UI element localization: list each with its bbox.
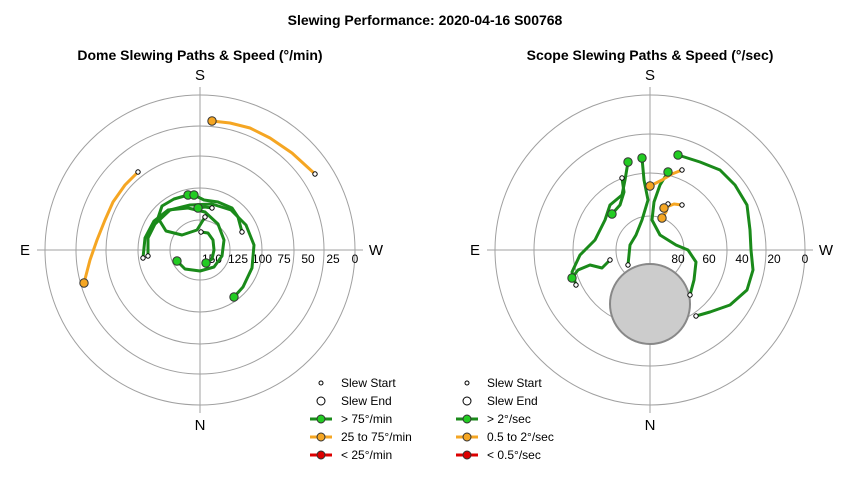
- scope-slew-paths: [567, 150, 755, 345]
- dome-legend-label-end: Slew End: [341, 394, 392, 408]
- dome-slew-path-3: [156, 193, 207, 237]
- dome-legend-label-slow: < 25°/min: [341, 448, 392, 462]
- dome-legend-label-medium: 25 to 75°/min: [341, 430, 412, 444]
- dome-legend-start-symbol: [318, 380, 324, 386]
- scope-legend-label-slow: < 0.5°/sec: [487, 448, 541, 462]
- scope-slew-path-6: [648, 168, 684, 188]
- scope-slew-end-0: [673, 150, 683, 160]
- dome-slew-end-6: [201, 258, 211, 268]
- scope-slew-end-medium-2: [657, 213, 667, 223]
- dome-slew-start-2: [140, 255, 146, 261]
- scope-legend-end-symbol: [462, 396, 472, 406]
- dome-compass-n: N: [195, 417, 206, 434]
- dome-slew-path-5: [146, 202, 256, 299]
- dome-slew-start-4: [239, 229, 245, 235]
- dome-slew-end-2: [172, 256, 182, 266]
- scope-slew-start-7: [679, 202, 685, 208]
- scope-tick-label-40: 40: [735, 252, 749, 266]
- dome-tick-label-0: 0: [352, 252, 359, 266]
- scope-compass-s: S: [645, 67, 655, 84]
- scope-slew-start-2: [687, 292, 693, 298]
- scope-slew-end-4: [607, 209, 617, 219]
- scope-legend-label-medium: 0.5 to 2°/sec: [487, 430, 554, 444]
- scope-tick-label-80: 80: [671, 252, 685, 266]
- dome-legend-end-symbol: [316, 396, 326, 406]
- dome-slew-end-7: [193, 203, 203, 213]
- dome-slew-end-0: [207, 116, 217, 126]
- scope-slew-path-3: [626, 156, 650, 267]
- dome-tick-label-50: 50: [301, 252, 315, 266]
- scope-legend-label-end: Slew End: [487, 394, 538, 408]
- scope-slew-path-2: [650, 170, 698, 297]
- dome-legend-medium-marker: [316, 432, 326, 442]
- scope-legend: Slew Start Slew End > 2°/sec 0.5 to 2°/sec <…: [456, 376, 554, 462]
- dome-slew-end-5: [229, 292, 239, 302]
- dome-radial-tick-labels: 150 125 100 75 50 25 0: [202, 252, 359, 266]
- dome-slew-end-1: [79, 278, 89, 288]
- scope-compass-w: W: [819, 242, 834, 259]
- dome-slew-paths: [79, 116, 318, 302]
- dome-tick-label-25: 25: [326, 252, 340, 266]
- dome-legend-slow-marker: [316, 450, 326, 460]
- dome-slew-path-6: [199, 230, 216, 265]
- scope-tick-label-60: 60: [702, 252, 716, 266]
- scope-slew-start-1: [573, 282, 579, 288]
- dome-tick-label-75: 75: [277, 252, 291, 266]
- scope-legend-slow-marker: [462, 450, 472, 460]
- scope-slew-end-medium-1: [659, 203, 669, 213]
- dome-slew-start-7: [209, 205, 215, 211]
- dome-tick-label-100: 100: [252, 252, 272, 266]
- figure-title: Slewing Performance: 2020-04-16 S00768: [288, 12, 563, 28]
- scope-legend-medium-marker: [462, 432, 472, 442]
- scope-compass-e: E: [470, 242, 480, 259]
- scope-legend-label-fast: > 2°/sec: [487, 412, 531, 426]
- dome-legend: Slew Start Slew End > 75°/min 25 to 75°/min…: [310, 376, 412, 462]
- scope-tick-label-0: 0: [802, 252, 809, 266]
- scope-slew-path-0: [676, 153, 755, 318]
- dome-compass-w: W: [369, 242, 384, 259]
- scope-slew-start-4: [619, 175, 625, 181]
- scope-slew-path-5: [570, 258, 612, 280]
- dome-legend-label-fast: > 75°/min: [341, 412, 392, 426]
- dome-compass-e: E: [20, 242, 30, 259]
- dome-slew-start-1: [135, 169, 141, 175]
- scope-slew-end-2: [663, 167, 673, 177]
- scope-slew-start-6: [679, 167, 685, 173]
- dome-tick-label-125: 125: [228, 252, 248, 266]
- scope-radial-tick-labels: 80 60 40 20 0: [671, 252, 808, 266]
- scope-slew-start-0: [693, 313, 699, 319]
- dome-slew-start-3: [202, 214, 208, 220]
- dome-slew-path-2: [141, 206, 226, 273]
- dome-slew-path-0: [210, 119, 317, 176]
- scope-polar-chart: Scope Slewing Paths & Speed (°/sec) S N …: [456, 47, 834, 462]
- scope-tick-label-20: 20: [767, 252, 781, 266]
- scope-polar-grid: [487, 87, 813, 413]
- scope-legend-label-start: Slew Start: [487, 376, 542, 390]
- dome-polar-grid: [37, 87, 363, 413]
- scope-slew-start-3: [625, 262, 631, 268]
- scope-legend-start-symbol: [464, 380, 470, 386]
- dome-slew-path-1: [82, 170, 140, 285]
- scope-obscured-region: [609, 263, 691, 345]
- scope-slew-start-5: [607, 257, 613, 263]
- dome-slew-start-6: [198, 229, 204, 235]
- dome-legend-fast-marker: [316, 414, 326, 424]
- scope-slew-path-4: [610, 176, 626, 216]
- dome-chart-title: Dome Slewing Paths & Speed (°/min): [77, 47, 322, 63]
- scope-slew-end-1: [623, 157, 633, 167]
- scope-compass-n: N: [645, 417, 656, 434]
- dome-legend-label-start: Slew Start: [341, 376, 396, 390]
- dome-slew-start-5: [145, 253, 151, 259]
- dome-slew-end-4: [189, 190, 199, 200]
- scope-legend-fast-marker: [462, 414, 472, 424]
- dome-slew-start-0: [312, 171, 318, 177]
- dome-polar-chart: Dome Slewing Paths & Speed (°/min) S N E…: [20, 47, 412, 462]
- dome-compass-s: S: [195, 67, 205, 84]
- scope-slew-end-3: [637, 153, 647, 163]
- scope-chart-title: Scope Slewing Paths & Speed (°/sec): [527, 47, 774, 63]
- scope-slew-end-5: [567, 273, 577, 283]
- scope-slew-end-medium-0: [645, 181, 655, 191]
